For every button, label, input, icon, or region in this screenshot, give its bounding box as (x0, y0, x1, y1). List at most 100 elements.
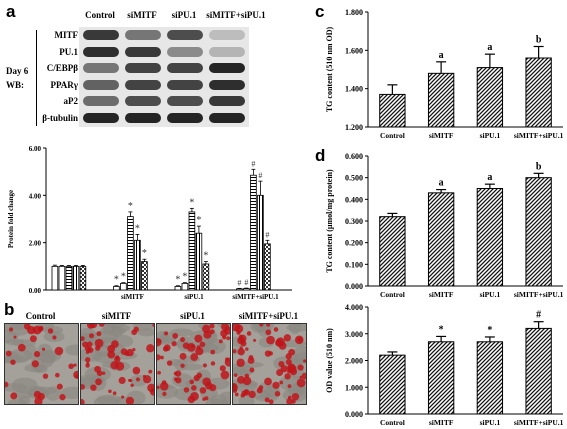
significance-mark: * (114, 275, 119, 286)
bar (51, 265, 59, 291)
bar (379, 354, 406, 415)
bar (427, 192, 455, 287)
bar (113, 286, 120, 291)
y-tick-label: 6.00 (29, 145, 42, 153)
wb-label: WB: (6, 80, 24, 90)
protein-label: C/EBPβ (46, 63, 78, 73)
y-axis-label: TG content (µmol/mg protein) (325, 169, 334, 273)
y-axis-label: OD value (510 nm) (325, 328, 334, 393)
y-tick-label: 0.200 (345, 239, 363, 248)
bar (181, 282, 189, 291)
blot-row (79, 43, 249, 61)
x-tick-label: siMITF+siPU.1 (514, 290, 564, 299)
x-tick-label: siMITF (429, 131, 454, 140)
significance-mark: * (189, 197, 194, 208)
bar (379, 216, 406, 287)
protein-label: PU.1 (59, 46, 78, 57)
y-tick-label: 1.400 (345, 85, 363, 94)
stain-label: siMITF (101, 311, 132, 321)
bar (72, 265, 80, 291)
significance-mark: # (244, 278, 248, 287)
stain-droplets (157, 324, 230, 404)
significance-mark: * (175, 275, 180, 286)
significance-mark: * (128, 201, 133, 212)
blot-band (167, 30, 203, 40)
significance-mark: # (237, 278, 241, 287)
blot-row (79, 60, 249, 77)
significance-mark: * (439, 324, 444, 335)
blot-band (83, 112, 119, 123)
bar (236, 288, 243, 291)
protein-label: MITF (54, 30, 79, 40)
significance-mark: * (135, 223, 140, 234)
protein-label: aP2 (63, 96, 79, 106)
protein-label: PPARγ (50, 79, 78, 90)
blot-row (79, 109, 249, 127)
bar (127, 216, 134, 291)
lane-label-simitf-sipu1: siMITF+siPU.1 (206, 10, 266, 20)
significance-mark: # (258, 171, 262, 180)
y-tick-label: 0.600 (345, 152, 363, 161)
bar (427, 72, 455, 128)
significance-mark: a (487, 42, 492, 53)
blot-row (79, 76, 249, 94)
blot-band (209, 63, 245, 73)
chart-tg-od: 1.200 1.400 1.600 1.800 TG content (510 nm O… (325, 8, 564, 140)
x-tick-label: siMITF+siPU.1 (232, 293, 279, 300)
stain-label: siPU.1 (180, 311, 205, 321)
bar (65, 265, 73, 291)
bar (134, 239, 141, 291)
bar (250, 174, 257, 291)
chart-tg-umol: 0.000 0.100 0.200 0.300 0.400 0.500 0.600 TG co… (325, 152, 564, 299)
significance-mark: * (182, 272, 187, 283)
panel-letter-d: d (315, 146, 326, 165)
panel-letter-c: c (315, 2, 325, 21)
y-axis-label: TG content (510 nm OD) (325, 27, 334, 113)
stain-label: Control (25, 311, 56, 321)
stain-image (80, 323, 155, 405)
stain-droplets (5, 324, 78, 404)
y-tick-label: 1.200 (345, 123, 363, 132)
x-tick-label: siMITF (429, 418, 454, 427)
blot-band (83, 96, 119, 106)
blot-band (209, 46, 245, 57)
significance-mark: b (536, 35, 542, 46)
y-tick-label: 4.000 (345, 303, 363, 312)
bar (476, 341, 504, 415)
protein-label: β-tubulin (42, 112, 78, 123)
bar (476, 67, 504, 128)
x-tick-label: Control (380, 418, 405, 427)
y-tick-label: 1.600 (345, 46, 363, 55)
bar (379, 93, 406, 128)
blot-band (83, 63, 119, 73)
bar (476, 188, 504, 287)
lane-label-simitf: siMITF (127, 10, 157, 20)
bar (58, 265, 66, 291)
x-tick-label: siPU.1 (480, 131, 501, 140)
blot-band (83, 46, 119, 57)
blot-band (125, 30, 161, 40)
blot-band (167, 79, 203, 90)
x-tick-label: siMITF+siPU.1 (514, 418, 564, 427)
bar (79, 265, 87, 291)
day-label: Day 6 (6, 66, 29, 76)
x-tick-label: Control (380, 290, 405, 299)
blot-band (209, 30, 245, 40)
significance-mark: * (203, 251, 208, 262)
significance-mark: * (142, 248, 147, 259)
blot-row (79, 93, 249, 110)
blot-band (167, 46, 203, 57)
significance-mark: # (265, 230, 269, 239)
y-tick-label: 0.400 (345, 195, 363, 204)
blot-band (125, 63, 161, 73)
y-tick-label: 0.000 (345, 282, 363, 291)
panel-letter-b: b (4, 300, 15, 319)
bar (525, 177, 552, 287)
significance-mark: * (487, 325, 492, 336)
blot-band (167, 112, 203, 123)
significance-mark: * (196, 215, 201, 226)
x-tick-label: siPU.1 (480, 418, 501, 427)
bar (264, 243, 271, 291)
significance-mark: a (439, 50, 444, 61)
